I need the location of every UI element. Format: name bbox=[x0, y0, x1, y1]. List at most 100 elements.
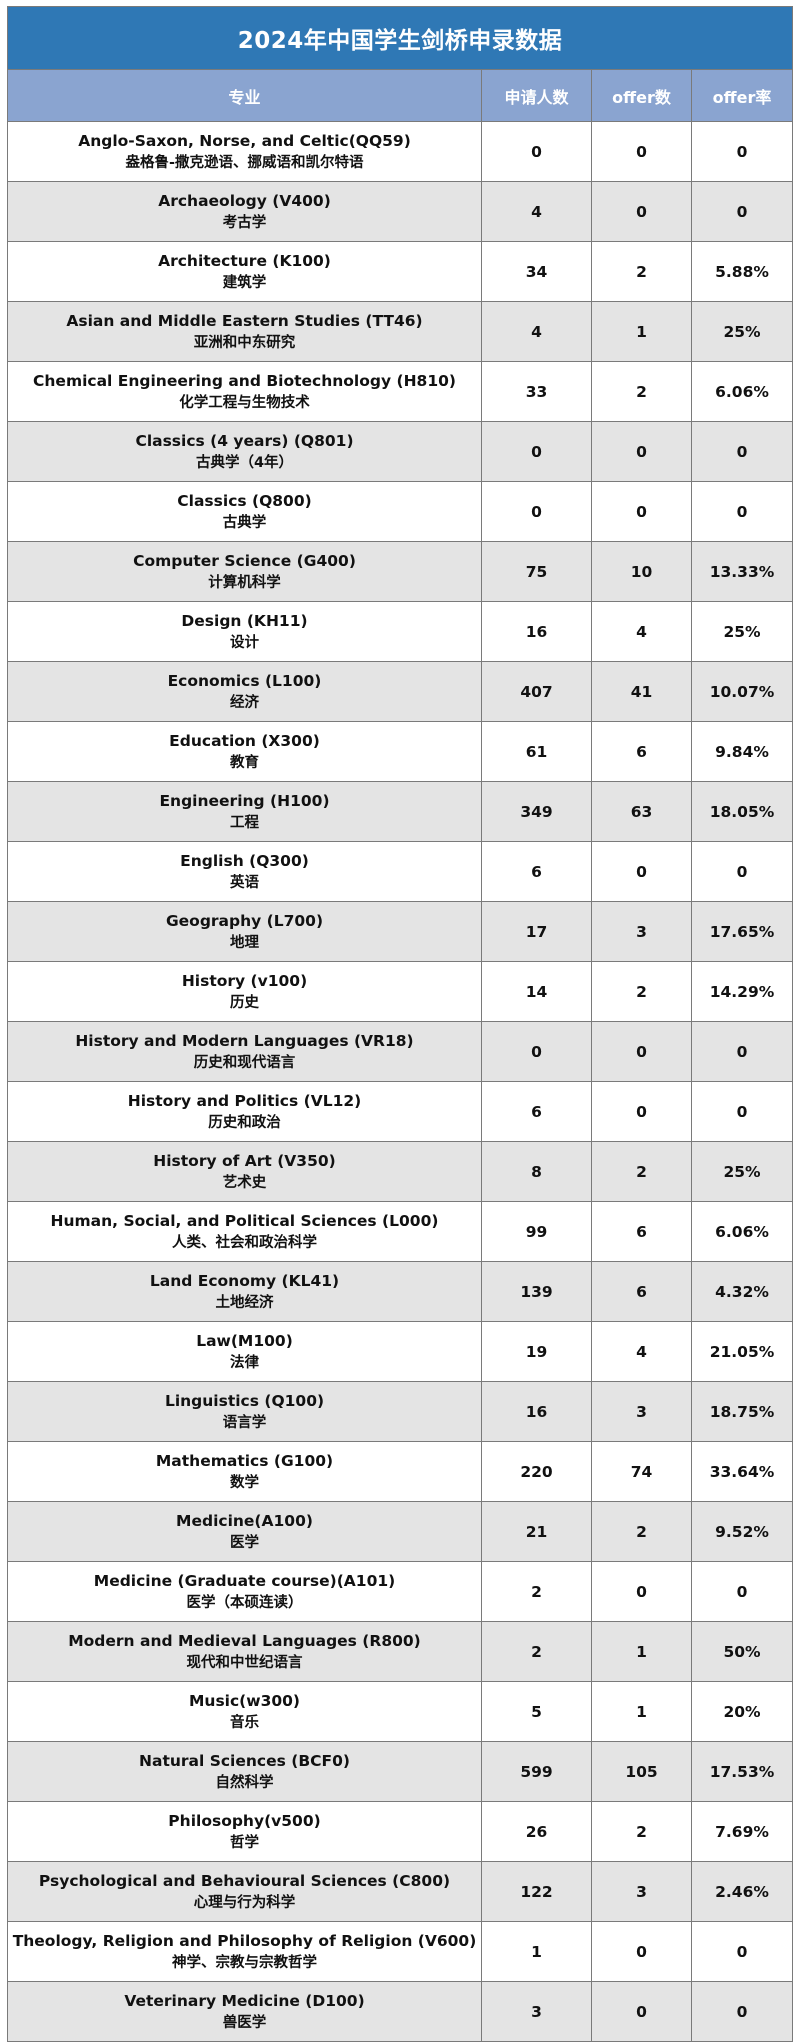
table-row: Philosophy(v500) 哲学 26 2 7.69% bbox=[7, 1801, 794, 1862]
header-offers: offer数 bbox=[591, 69, 692, 122]
applicants-cell: 5 bbox=[481, 1681, 592, 1742]
table-row: Asian and Middle Eastern Studies (TT46) 亚… bbox=[7, 301, 794, 362]
offers-cell: 0 bbox=[591, 1561, 692, 1622]
table-row: Music(w300) 音乐 5 1 20% bbox=[7, 1681, 794, 1742]
major-name-zh: 古典学（4年） bbox=[195, 454, 294, 471]
offers-cell: 6 bbox=[591, 1261, 692, 1322]
applicants-cell: 61 bbox=[481, 721, 592, 782]
major-cell: Land Economy (KL41) 土地经济 bbox=[7, 1261, 482, 1322]
offer-rate-cell: 17.53% bbox=[690, 1741, 794, 1802]
major-name-en: History and Politics (VL12) bbox=[127, 1091, 362, 1110]
applicants-cell: 75 bbox=[481, 541, 592, 602]
applicants-cell: 6 bbox=[481, 1081, 592, 1142]
major-cell: Law(M100) 法律 bbox=[7, 1321, 482, 1382]
offer-rate-cell: 0 bbox=[690, 1561, 794, 1622]
table-row: Anglo-Saxon, Norse, and Celtic(QQ59) 盎格鲁-… bbox=[7, 121, 794, 182]
major-name-en: Music(w300) bbox=[188, 1691, 301, 1710]
offers-cell: 1 bbox=[591, 301, 692, 362]
major-name-en: Engineering (H100) bbox=[159, 791, 330, 810]
major-cell: Archaeology (V400) 考古学 bbox=[7, 181, 482, 242]
major-name-en: Psychological and Behavioural Sciences (… bbox=[38, 1871, 451, 1890]
offer-rate-cell: 25% bbox=[690, 1141, 794, 1202]
major-name-zh: 教育 bbox=[230, 754, 259, 771]
table-row: Medicine(A100) 医学 21 2 9.52% bbox=[7, 1501, 794, 1562]
offer-rate-cell: 0 bbox=[690, 421, 794, 482]
offer-rate-cell: 4.32% bbox=[690, 1261, 794, 1322]
major-cell: Design (KH11) 设计 bbox=[7, 601, 482, 662]
major-name-en: Veterinary Medicine (D100) bbox=[124, 1991, 365, 2010]
applicants-cell: 2 bbox=[481, 1561, 592, 1622]
offers-cell: 3 bbox=[591, 901, 692, 962]
major-name-zh: 英语 bbox=[230, 874, 259, 891]
major-name-en: Modern and Medieval Languages (R800) bbox=[68, 1631, 421, 1650]
offer-rate-cell: 9.52% bbox=[690, 1501, 794, 1562]
offers-cell: 2 bbox=[591, 361, 692, 422]
major-name-en: Land Economy (KL41) bbox=[149, 1271, 340, 1290]
major-name-zh: 计算机科学 bbox=[208, 574, 281, 591]
major-name-en: Philosophy(v500) bbox=[168, 1811, 321, 1830]
major-name-en: Design (KH11) bbox=[181, 611, 308, 630]
major-cell: History and Politics (VL12) 历史和政治 bbox=[7, 1081, 482, 1142]
offers-cell: 74 bbox=[591, 1441, 692, 1502]
applicants-cell: 17 bbox=[481, 901, 592, 962]
major-name-en: Geography (L700) bbox=[165, 911, 324, 930]
major-name-en: Asian and Middle Eastern Studies (TT46) bbox=[66, 311, 423, 330]
table-row: Law(M100) 法律 19 4 21.05% bbox=[7, 1321, 794, 1382]
major-name-zh: 医学 bbox=[230, 1534, 259, 1551]
applicants-cell: 6 bbox=[481, 841, 592, 902]
offer-rate-cell: 10.07% bbox=[690, 661, 794, 722]
major-name-zh: 心理与行为科学 bbox=[193, 1894, 296, 1911]
offer-rate-cell: 0 bbox=[690, 121, 794, 182]
applicants-cell: 1 bbox=[481, 1921, 592, 1982]
applicants-cell: 16 bbox=[481, 601, 592, 662]
applicants-cell: 122 bbox=[481, 1861, 592, 1922]
table-row: Human, Social, and Political Sciences (L… bbox=[7, 1201, 794, 1262]
admissions-table: 2024年中国学生剑桥申录数据 专业 申请人数 offer数 offer率 An… bbox=[6, 6, 794, 2042]
major-name-en: Archaeology (V400) bbox=[158, 191, 331, 210]
major-name-en: Architecture (K100) bbox=[158, 251, 331, 270]
major-name-zh: 建筑学 bbox=[222, 274, 267, 291]
applicants-cell: 2 bbox=[481, 1621, 592, 1682]
major-name-en: English (Q300) bbox=[180, 851, 309, 870]
major-cell: Mathematics (G100) 数学 bbox=[7, 1441, 482, 1502]
major-cell: English (Q300) 英语 bbox=[7, 841, 482, 902]
major-name-zh: 艺术史 bbox=[222, 1174, 267, 1191]
offers-cell: 0 bbox=[591, 421, 692, 482]
major-name-zh: 历史和政治 bbox=[208, 1114, 281, 1131]
offer-rate-cell: 21.05% bbox=[690, 1321, 794, 1382]
offers-cell: 6 bbox=[591, 1201, 692, 1262]
major-name-en: Classics (Q800) bbox=[177, 491, 312, 510]
offer-rate-cell: 5.88% bbox=[690, 241, 794, 302]
major-cell: Theology, Religion and Philosophy of Rel… bbox=[7, 1921, 482, 1982]
table-row: History of Art (V350) 艺术史 8 2 25% bbox=[7, 1141, 794, 1202]
applicants-cell: 33 bbox=[481, 361, 592, 422]
major-name-en: Medicine(A100) bbox=[176, 1511, 313, 1530]
offers-cell: 2 bbox=[591, 961, 692, 1022]
major-cell: Veterinary Medicine (D100) 兽医学 bbox=[7, 1981, 482, 2042]
major-name-en: History and Modern Languages (VR18) bbox=[75, 1031, 414, 1050]
offers-cell: 63 bbox=[591, 781, 692, 842]
major-name-zh: 化学工程与生物技术 bbox=[179, 394, 310, 411]
offers-cell: 2 bbox=[591, 1801, 692, 1862]
offers-cell: 0 bbox=[591, 121, 692, 182]
offers-cell: 6 bbox=[591, 721, 692, 782]
table-row: Design (KH11) 设计 16 4 25% bbox=[7, 601, 794, 662]
applicants-cell: 14 bbox=[481, 961, 592, 1022]
table-row: English (Q300) 英语 6 0 0 bbox=[7, 841, 794, 902]
table-row: History and Modern Languages (VR18) 历史和现代… bbox=[7, 1021, 794, 1082]
major-name-en: History of Art (V350) bbox=[153, 1151, 336, 1170]
major-name-zh: 工程 bbox=[230, 814, 259, 831]
offer-rate-cell: 17.65% bbox=[690, 901, 794, 962]
major-name-en: Natural Sciences (BCF0) bbox=[139, 1751, 350, 1770]
major-cell: History of Art (V350) 艺术史 bbox=[7, 1141, 482, 1202]
major-cell: Classics (4 years) (Q801) 古典学（4年） bbox=[7, 421, 482, 482]
major-name-zh: 现代和中世纪语言 bbox=[186, 1654, 303, 1671]
major-name-en: Linguistics (Q100) bbox=[164, 1391, 325, 1410]
major-name-zh: 自然科学 bbox=[215, 1774, 274, 1791]
table-row: Mathematics (G100) 数学 220 74 33.64% bbox=[7, 1441, 794, 1502]
offers-cell: 0 bbox=[591, 481, 692, 542]
major-cell: Education (X300) 教育 bbox=[7, 721, 482, 782]
applicants-cell: 349 bbox=[481, 781, 592, 842]
header-major: 专业 bbox=[7, 69, 482, 122]
